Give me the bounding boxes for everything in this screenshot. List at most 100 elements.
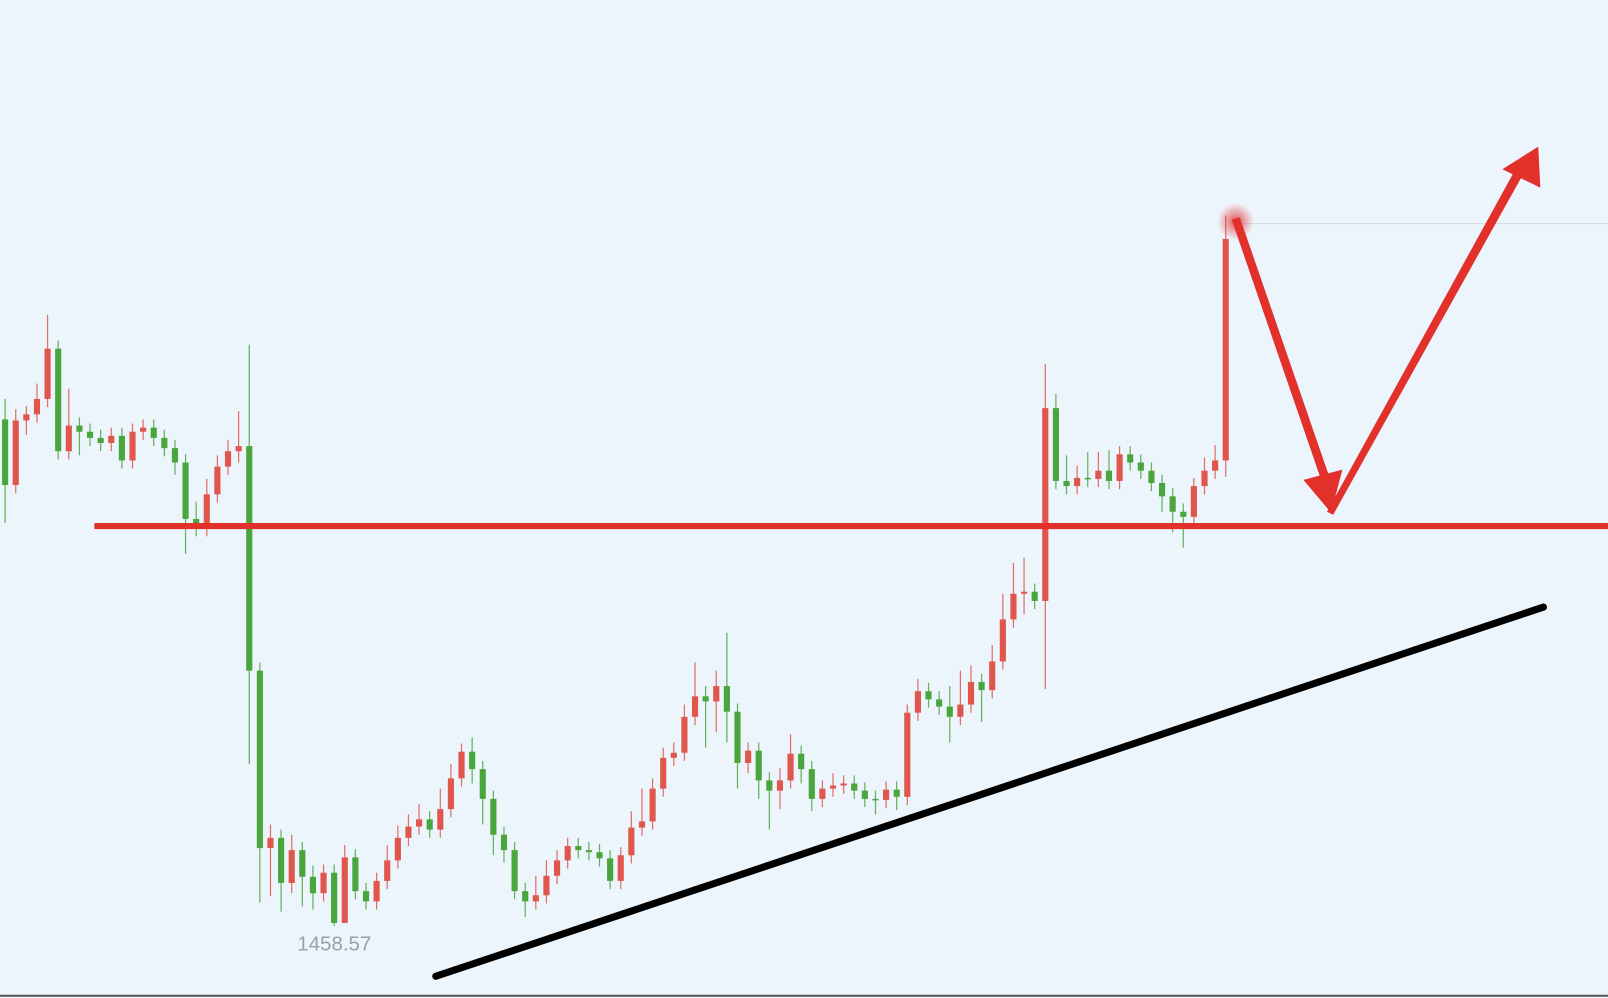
candle-body	[1137, 462, 1144, 471]
candle-body	[628, 827, 635, 856]
candle-body	[447, 778, 454, 810]
candle-body	[1222, 238, 1229, 461]
candle-body	[1180, 511, 1187, 517]
candle-body	[384, 860, 391, 881]
candle-body	[65, 425, 72, 452]
candle-body	[426, 819, 433, 830]
candle-body	[798, 753, 805, 770]
candle-body	[469, 751, 476, 770]
candle-body	[532, 895, 539, 902]
candle-body	[150, 427, 157, 438]
candle-body	[415, 819, 423, 827]
candle-body	[1148, 470, 1155, 484]
candle-body	[1169, 496, 1176, 512]
candle-body	[394, 837, 401, 861]
candle-body	[755, 750, 762, 781]
candle-body	[352, 857, 359, 892]
candle-body	[713, 686, 720, 702]
candle-body	[341, 857, 348, 923]
candle-body	[734, 711, 741, 763]
candle-body	[500, 834, 508, 851]
plot-area: 1458.57	[0, 146, 1608, 997]
candle-body	[1010, 593, 1017, 620]
candle-body	[893, 789, 900, 797]
candle-body	[1052, 408, 1059, 481]
candle-body	[214, 466, 221, 495]
candle-body	[331, 872, 338, 923]
candle-body	[108, 435, 115, 444]
candle-body	[638, 821, 646, 828]
candle-body	[543, 875, 550, 896]
candle-body	[766, 780, 773, 791]
candle-body	[86, 431, 94, 438]
candle-body	[829, 785, 837, 789]
candle-body	[1074, 477, 1081, 487]
candle-body	[1158, 483, 1166, 497]
candle-body	[171, 448, 179, 463]
candle-body	[1190, 486, 1197, 517]
candle-body	[840, 783, 847, 786]
up-arrow-head	[1502, 146, 1541, 188]
candle-body	[1084, 477, 1091, 480]
candle-body	[1105, 470, 1113, 481]
candle-body	[182, 462, 189, 519]
candle-body	[1063, 480, 1070, 487]
candle-body	[553, 860, 561, 876]
candle-body	[851, 783, 858, 791]
candle-body	[925, 691, 932, 700]
candle-body	[33, 398, 41, 415]
candle-body	[2, 419, 9, 486]
candle-body	[564, 846, 571, 861]
candle-body	[55, 348, 62, 452]
candle-body	[405, 826, 412, 838]
candle-body	[203, 494, 210, 529]
candle-body	[649, 788, 656, 822]
candle-body	[607, 858, 614, 881]
candle-body	[585, 850, 592, 853]
candle-body	[787, 753, 794, 781]
candle-body	[617, 855, 624, 881]
candle-body	[883, 789, 890, 800]
candle-body	[1095, 470, 1102, 479]
candle-body	[946, 706, 953, 717]
candle-body	[967, 681, 975, 705]
candle-body	[1212, 460, 1219, 471]
candle-body	[723, 686, 730, 712]
candle-body	[320, 872, 327, 894]
candle-body	[129, 431, 136, 461]
low-price-label: 1458.57	[297, 933, 371, 956]
candle-body	[12, 420, 19, 486]
candle-body	[373, 880, 380, 902]
candle-body	[819, 788, 826, 799]
candle-body	[989, 661, 996, 691]
candle-body	[1031, 591, 1038, 601]
candle-body	[23, 414, 30, 421]
candle-body	[161, 437, 168, 449]
down-arrow-shaft	[1231, 217, 1332, 486]
candle-body	[691, 696, 699, 717]
candle-body	[522, 891, 529, 902]
candle-body	[904, 712, 911, 797]
candle-body	[861, 790, 868, 799]
candle-body	[670, 752, 677, 758]
candle-body	[978, 681, 985, 691]
candle-body	[914, 691, 922, 713]
candle-body	[437, 809, 444, 830]
candle-body	[309, 876, 317, 894]
candle-body	[118, 435, 125, 461]
candle-body	[278, 837, 285, 883]
candle-body	[776, 780, 784, 791]
candle-body	[288, 850, 295, 883]
candle-body	[267, 837, 274, 849]
candle-body	[872, 798, 879, 801]
candle-body	[479, 769, 486, 799]
candle-body	[490, 798, 497, 835]
candle-body	[957, 704, 964, 717]
candle-body	[511, 850, 518, 892]
candle-body	[224, 451, 232, 467]
candle-body	[936, 699, 943, 707]
candle-body	[76, 425, 83, 432]
